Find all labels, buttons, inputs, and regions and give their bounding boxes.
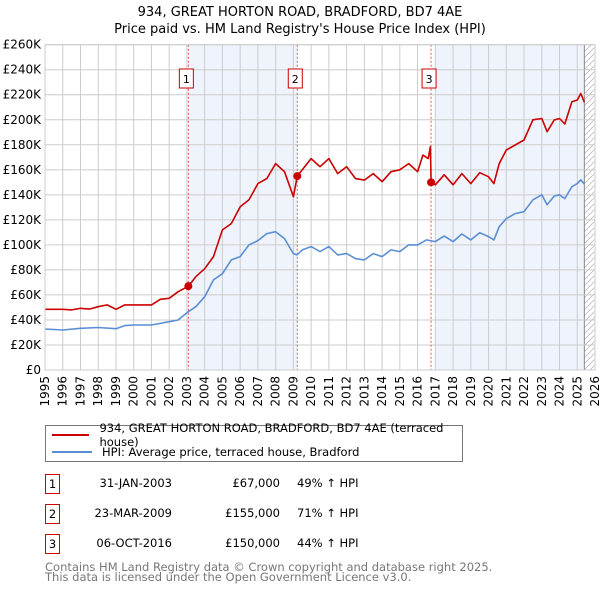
x-tick-label: 2000 — [127, 376, 141, 407]
x-tick-label: 2025 — [570, 376, 584, 407]
x-tick-label: 2026 — [588, 376, 600, 407]
x-tick-label: 2015 — [393, 376, 407, 407]
legend-item-property: 934, GREAT HORTON ROAD, BRADFORD, BD7 4A… — [52, 421, 462, 449]
transaction-date: 23-MAR-2009 — [94, 506, 172, 520]
sale-label: 1 — [183, 73, 190, 86]
transaction-hpi: 44% ↑ HPI — [297, 536, 359, 550]
y-tick-label: £160K — [3, 163, 43, 177]
legend-label-hpi: HPI: Average price, terraced house, Brad… — [102, 445, 360, 459]
x-tick-label: 2002 — [162, 376, 176, 407]
transaction-price: £67,000 — [232, 476, 280, 490]
x-tick-label: 2005 — [215, 376, 229, 407]
sale-point — [293, 172, 302, 181]
price-chart: 1995 1996 1997 1998 1999 2000 2001 2002 2003 2004… — [3, 38, 600, 407]
y-tick-label: £0 — [26, 363, 41, 377]
x-tick-label: 1999 — [109, 376, 123, 407]
x-tick-label: 1997 — [73, 376, 87, 407]
x-tick-label: 2013 — [357, 376, 371, 407]
x-tick-label: 2001 — [144, 376, 158, 407]
x-tick-label: 2018 — [446, 376, 460, 407]
shaded-period — [188, 44, 298, 370]
y-tick-label: £60K — [10, 288, 42, 302]
chart-subtitle: Price paid vs. HM Land Registry's House … — [114, 22, 486, 37]
sale-point — [427, 178, 436, 187]
y-tick-label: £40K — [10, 313, 42, 327]
x-tick-label: 2019 — [464, 376, 478, 407]
x-tick-label: 2016 — [411, 376, 425, 407]
x-tick-label: 2017 — [428, 376, 442, 407]
x-tick-label: 2010 — [304, 376, 318, 407]
sale-label-box — [421, 68, 437, 89]
y-tick-label: £240K — [3, 63, 43, 77]
plot-border — [44, 44, 596, 371]
x-tick-label: 2014 — [375, 376, 389, 407]
sale-label: 2 — [292, 73, 299, 86]
shaded-period — [435, 44, 585, 370]
x-tick-label: 2024 — [553, 376, 567, 407]
x-tick-label: 1998 — [91, 376, 105, 407]
x-tick-label: 2007 — [251, 376, 265, 407]
x-tick-label: 2009 — [286, 376, 300, 407]
property-price-line — [45, 92, 586, 311]
y-tick-label: £200K — [3, 113, 43, 127]
legend-label-property: 934, GREAT HORTON ROAD, BRADFORD, BD7 4A… — [99, 421, 444, 449]
legend-swatch-hpi — [52, 451, 92, 453]
forecast-hatch — [584, 44, 595, 370]
y-tick-label: £220K — [3, 88, 43, 102]
x-tick-label: 2004 — [198, 376, 212, 407]
transaction-hpi: 71% ↑ HPI — [297, 506, 359, 520]
x-tick-label: 2006 — [233, 376, 247, 407]
transaction-number: 2 — [45, 504, 60, 524]
x-tick-label: 1995 — [38, 376, 52, 407]
y-tick-label: £100K — [3, 238, 43, 252]
sale-label-box — [178, 68, 194, 89]
sale-point — [184, 282, 193, 291]
y-tick-label: £260K — [3, 38, 43, 52]
x-tick-label: 2003 — [180, 376, 194, 407]
transaction-number: 1 — [45, 474, 60, 494]
y-tick-label: £20K — [10, 338, 42, 352]
y-tick-label: £120K — [3, 213, 43, 227]
x-tick-label: 2011 — [322, 376, 336, 407]
sale-label-box — [287, 68, 303, 89]
transaction-date: 06-OCT-2016 — [96, 536, 172, 550]
x-tick-label: 2020 — [482, 376, 496, 407]
transaction-price: £150,000 — [225, 536, 280, 550]
transaction-number: 3 — [45, 534, 60, 554]
footer-copyright: Contains HM Land Registry data © Crown c… — [45, 560, 493, 574]
legend: 934, GREAT HORTON ROAD, BRADFORD, BD7 4A… — [45, 421, 463, 462]
y-tick-label: £80K — [10, 263, 42, 277]
legend-item-hpi: HPI: Average price, terraced house, Brad… — [52, 444, 359, 460]
transaction-price: £155,000 — [225, 506, 280, 520]
x-tick-label: 2023 — [535, 376, 549, 407]
footer-licence: This data is licensed under the Open Gov… — [45, 570, 412, 584]
x-tick-label: 1996 — [56, 376, 70, 407]
hpi-line — [44, 179, 586, 331]
x-tick-label: 2021 — [499, 376, 513, 407]
sale-label: 3 — [426, 73, 433, 86]
legend-swatch-property — [52, 434, 90, 436]
y-tick-label: £140K — [3, 188, 43, 202]
chart-title: 934, GREAT HORTON ROAD, BRADFORD, BD7 4A… — [137, 5, 463, 20]
transaction-date: 31-JAN-2003 — [99, 476, 173, 490]
x-tick-label: 2022 — [517, 376, 531, 407]
y-tick-label: £180K — [3, 138, 43, 152]
x-tick-label: 2008 — [269, 376, 283, 407]
transaction-hpi: 49% ↑ HPI — [297, 476, 359, 490]
x-tick-label: 2012 — [340, 376, 354, 407]
